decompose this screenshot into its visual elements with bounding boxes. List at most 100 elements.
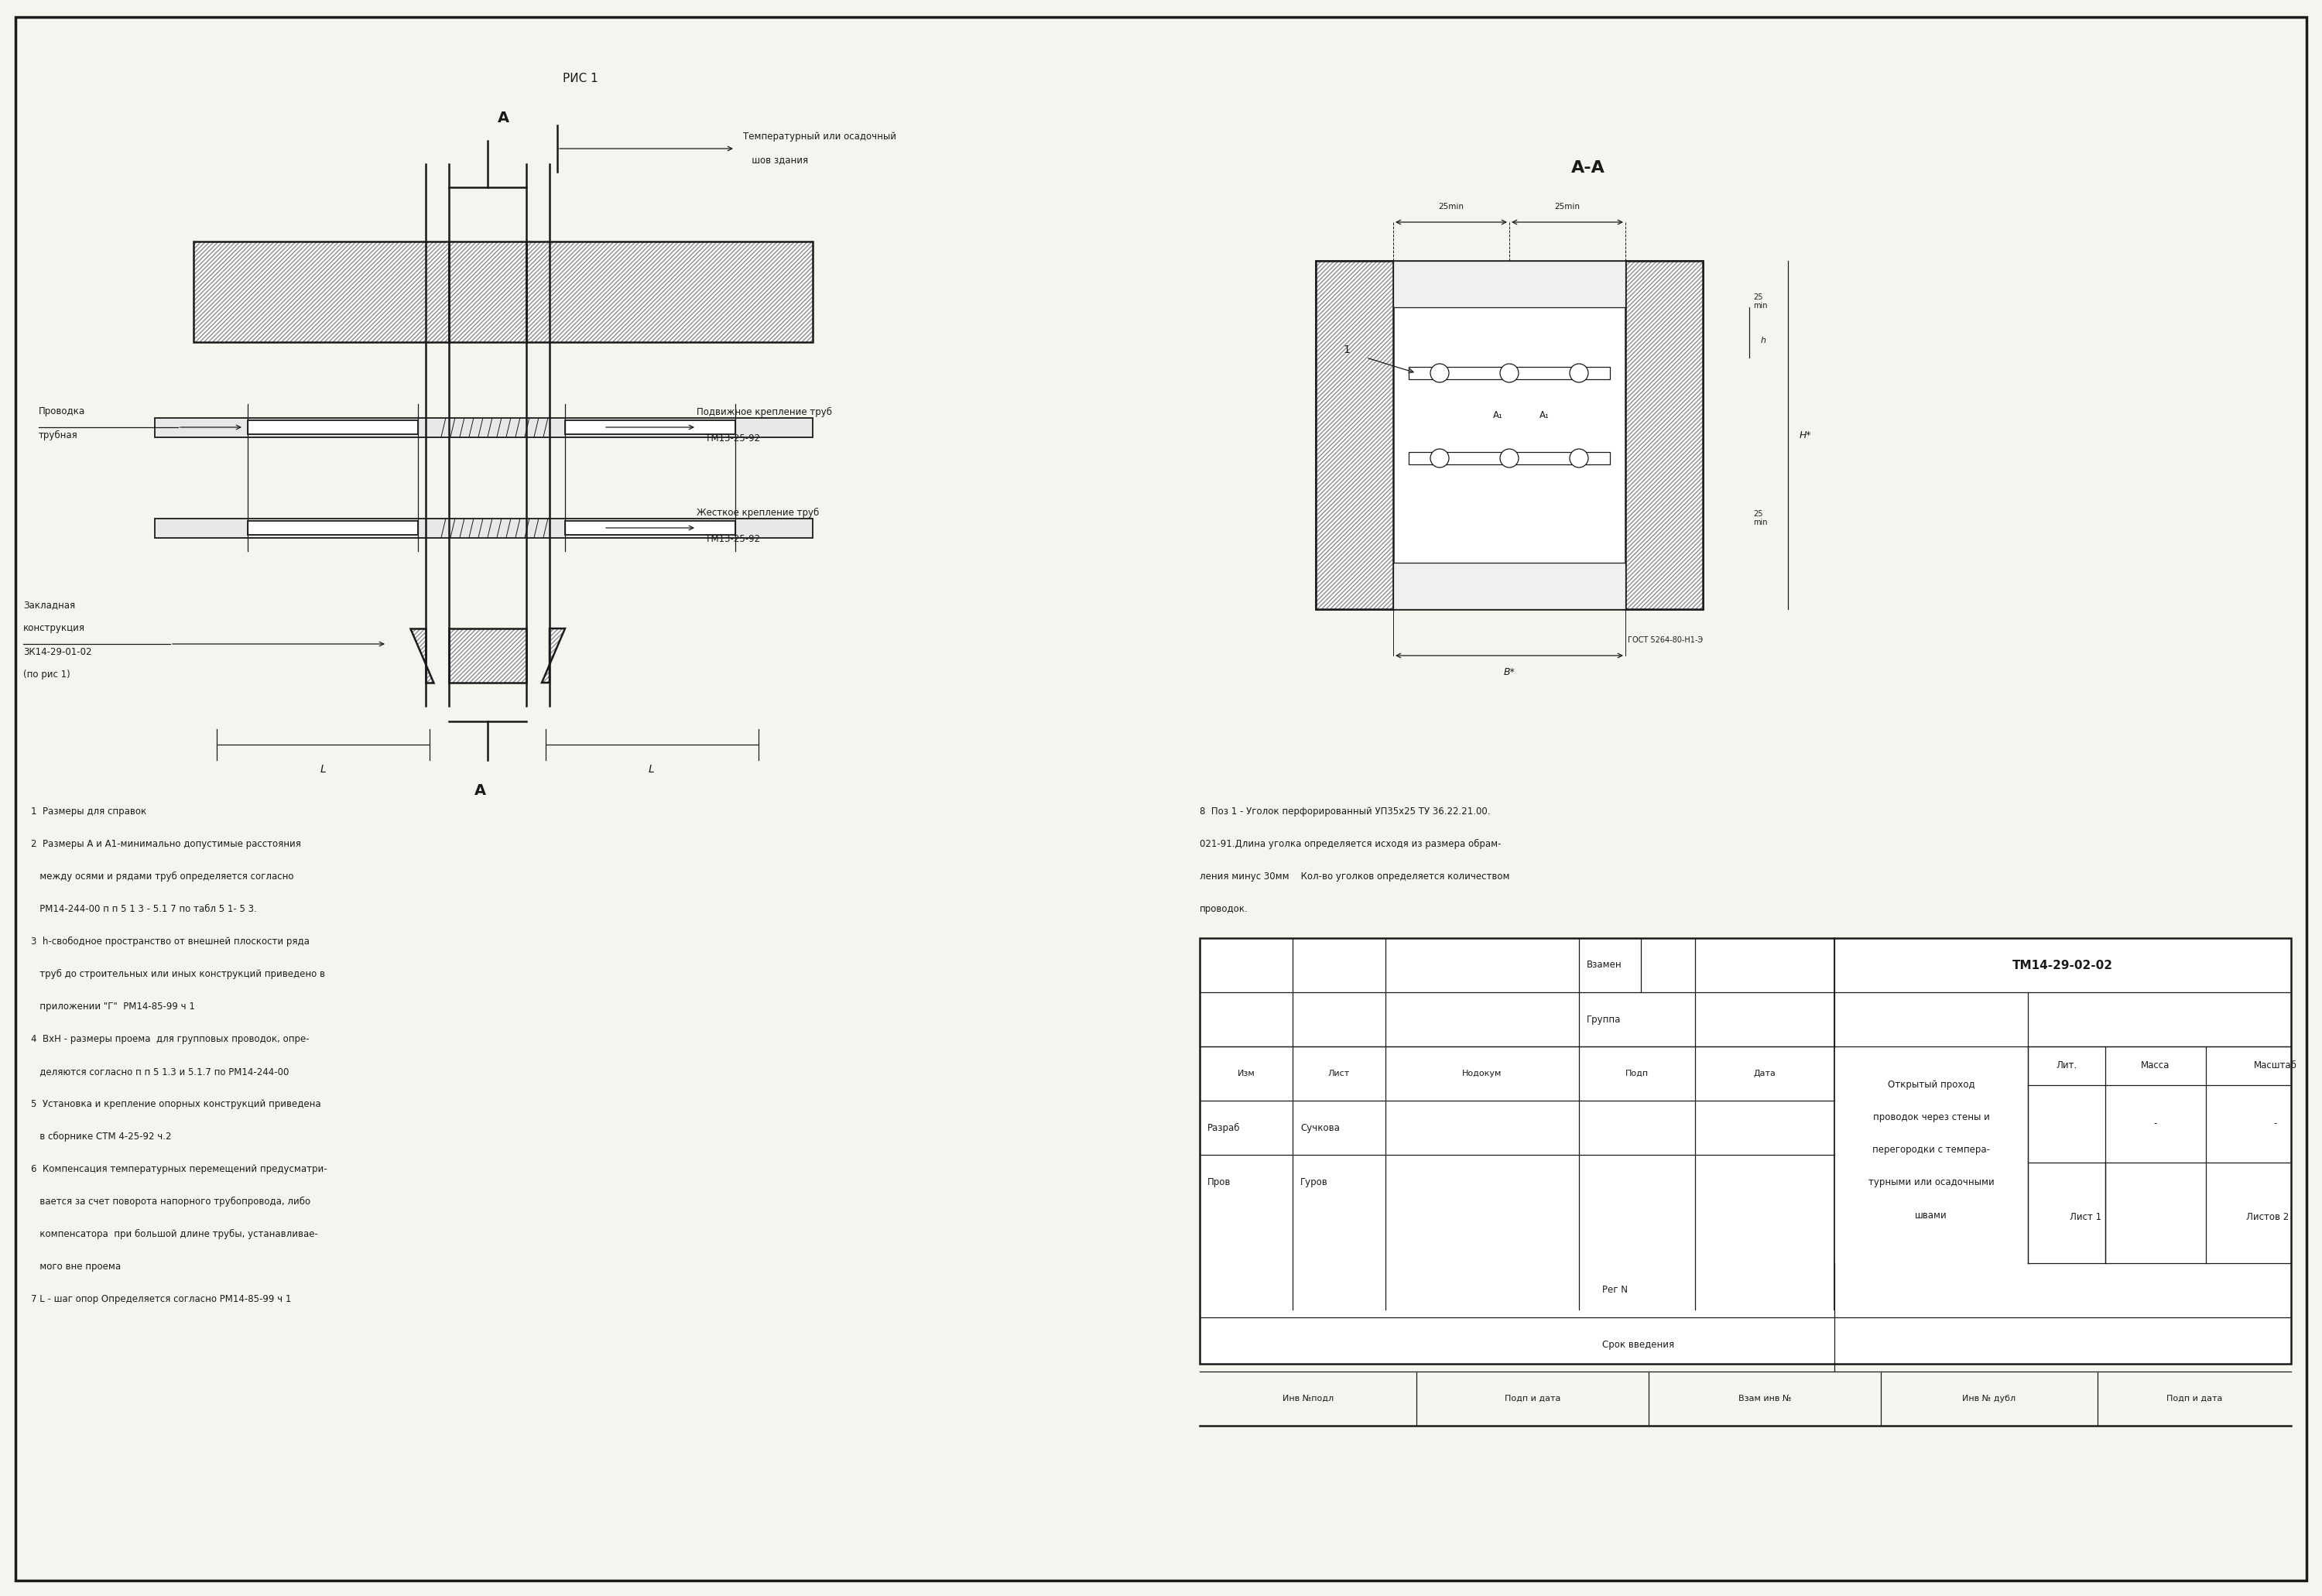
Text: B*: B* [1505,667,1514,677]
Text: трубная: трубная [39,429,79,440]
Text: 1: 1 [1344,345,1349,356]
Text: 25
min: 25 min [1753,294,1767,310]
Bar [1409,367,1609,380]
Bar [193,241,448,342]
Text: Температурный или осадочный: Температурный или осадочный [743,132,896,142]
Bar [1409,452,1609,464]
Text: Гуров: Гуров [1300,1176,1328,1187]
Text: перегородки с темпера-: перегородки с темпера- [1872,1146,1990,1156]
Text: 5  Установка и крепление опорных конструкций приведена: 5 Установка и крепление опорных конструк… [30,1100,320,1109]
Text: 3  h-свободное пространство от внешней плоскости ряда: 3 h-свободное пространство от внешней пл… [30,937,309,946]
Bar [527,241,813,342]
Text: -: - [2155,1119,2157,1128]
Text: приложении "Г"  РМ14-85-99 ч 1: приложении "Г" РМ14-85-99 ч 1 [30,1002,195,1012]
Text: ТМ14-29-02-02: ТМ14-29-02-02 [2013,959,2113,970]
Text: ГОСТ 5264-80-Н1-Э: ГОСТ 5264-80-Н1-Э [1628,637,1702,643]
Text: 3К14-29-01-02: 3К14-29-01-02 [23,646,93,656]
Text: А: А [474,784,485,798]
Text: 1  Размеры для справок: 1 Размеры для справок [30,806,146,817]
Text: Инв №подл: Инв №подл [1282,1395,1333,1403]
Bar [1200,938,2292,1365]
Text: (по рис 1): (по рис 1) [23,670,70,680]
Text: труб до строительных или иных конструкций приведено в: труб до строительных или иных конструкци… [30,969,325,980]
Bar [248,420,418,434]
Bar [1317,260,1393,610]
Text: -: - [2273,1119,2278,1128]
Text: Закладная: Закладная [23,600,74,610]
Bar [248,520,418,535]
Text: Взам инв №: Взам инв № [1739,1395,1790,1403]
Bar [1317,260,1393,610]
Text: конструкция: конструкция [23,624,86,634]
Bar [1393,563,1625,610]
Text: компенсатора  при большой длине трубы, устанавливае-: компенсатора при большой длине трубы, ус… [30,1229,318,1238]
Text: Инв № дубл: Инв № дубл [1962,1395,2015,1403]
Circle shape [1570,364,1588,383]
Text: Пров: Пров [1207,1176,1231,1187]
Text: Рег N: Рег N [1602,1285,1628,1296]
Text: между осями и рядами труб определяется согласно: между осями и рядами труб определяется с… [30,871,293,881]
Text: h: h [1760,337,1767,345]
Text: Лист 1: Лист 1 [2069,1211,2101,1223]
Bar [448,629,527,683]
Text: в сборнике СТМ 4-25-92 ч.2: в сборнике СТМ 4-25-92 ч.2 [30,1132,172,1141]
Bar [448,241,527,342]
Text: Жесткое крепление труб: Жесткое крепление труб [697,508,820,517]
Text: Срок введения: Срок введения [1602,1339,1674,1350]
Text: РМ14-244-00 п п 5 1 3 - 5.1 7 по табл 5 1- 5 3.: РМ14-244-00 п п 5 1 3 - 5.1 7 по табл 5 … [30,903,258,915]
Text: Листов 2: Листов 2 [2245,1211,2289,1223]
Text: Масса: Масса [2141,1061,2171,1071]
Text: L: L [648,764,655,774]
Text: проводок.: проводок. [1200,903,1249,915]
Text: деляются согласно п п 5 1.3 и 5.1.7 по РМ14-244-00: деляются согласно п п 5 1.3 и 5.1.7 по Р… [30,1066,288,1077]
Polygon shape [541,629,564,683]
Text: Сучкова: Сучкова [1300,1122,1340,1133]
Circle shape [1430,364,1449,383]
Text: А-А: А-А [1572,160,1605,176]
Bar [1317,260,1393,610]
Text: ТМ13-25-92: ТМ13-25-92 [697,535,759,544]
Bar [1317,260,1702,610]
Circle shape [1500,448,1519,468]
Text: Масштаб: Масштаб [2255,1061,2296,1071]
Text: 021-91.Длина уголка определяется исходя из размера обрам-: 021-91.Длина уголка определяется исходя … [1200,839,1500,849]
Bar [1625,260,1702,610]
Text: Подп и дата: Подп и дата [2166,1395,2222,1403]
Bar [1393,260,1625,308]
Text: 25min: 25min [1437,203,1463,211]
Text: A₁: A₁ [1539,410,1549,421]
Text: 6  Компенсация температурных перемещений предусматри-: 6 Компенсация температурных перемещений … [30,1163,327,1175]
Text: Подп: Подп [1625,1069,1649,1077]
Bar [193,241,448,342]
Text: 2  Размеры А и А1-минимально допустимые расстояния: 2 Размеры А и А1-минимально допустимые р… [30,839,302,849]
Text: L: L [320,764,327,774]
Bar [448,241,527,342]
Text: Лит.: Лит. [2055,1061,2078,1071]
Text: ТМ13-25-92: ТМ13-25-92 [697,434,759,444]
Text: Открытый проход: Открытый проход [1888,1080,1974,1090]
Text: проводок через стены и: проводок через стены и [1874,1112,1990,1122]
Text: Группа: Группа [1586,1015,1621,1025]
Text: 4  ВхН - размеры проема  для групповых проводок, опре-: 4 ВхН - размеры проема для групповых про… [30,1034,309,1044]
Text: 8  Поз 1 - Уголок перфорированный УП35х25 ТУ 36.22.21.00.: 8 Поз 1 - Уголок перфорированный УП35х25… [1200,806,1491,817]
Text: Изм: Изм [1238,1069,1254,1077]
Text: 25
min: 25 min [1753,509,1767,527]
Text: 25min: 25min [1556,203,1579,211]
Bar [564,420,736,434]
Bar [1625,260,1702,610]
Text: ления минус 30мм    Кол-во уголков определяется количеством: ления минус 30мм Кол-во уголков определя… [1200,871,1509,881]
Bar [156,418,813,437]
Text: Нодокум: Нодокум [1463,1069,1502,1077]
Text: Подвижное крепление труб: Подвижное крепление труб [697,407,831,417]
Text: Дата: Дата [1753,1069,1776,1077]
Text: H*: H* [1800,429,1811,440]
Text: мого вне проема: мого вне проема [30,1261,121,1272]
Text: швами: швами [1916,1210,1948,1221]
Circle shape [1570,448,1588,468]
Text: РИС 1: РИС 1 [562,73,599,85]
Bar [448,629,527,683]
Text: А: А [497,110,509,126]
Bar [527,241,813,342]
Text: Проводка: Проводка [39,407,86,417]
Text: вается за счет поворота напорного трубопровода, либо: вается за счет поворота напорного трубоп… [30,1197,311,1207]
